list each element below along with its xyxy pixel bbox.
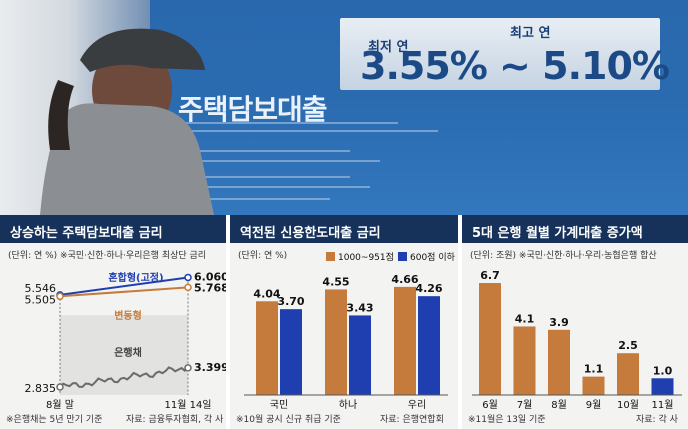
fine-print (150, 160, 380, 162)
series-name-variable: 변동형 (114, 309, 142, 322)
source-note: 자료: 금융투자협회, 각 사 (126, 415, 224, 425)
bar-value-label: 6.7 (480, 269, 500, 282)
source-note: 자료: 은행연합회 (380, 415, 444, 425)
bar (394, 286, 416, 395)
value-label-start: 2.835 (25, 382, 57, 395)
bar-value-label: 4.66 (391, 273, 418, 286)
rate-high-label: 최고 연 (510, 26, 551, 41)
bank-bond-area (60, 315, 188, 395)
x-tick-label: 8월 (551, 399, 567, 411)
mortgage-rate-chart: 5.546 6.060 5.505 5.768 2.835 3.399 혼합형(고정) 변동형… (25, 270, 227, 411)
unit-note: (단위: 연 %) ※국민·신한·하나·우리은행 최상단 금리 (8, 251, 207, 261)
panel-header (230, 215, 458, 243)
news-photo: 최저 연 최고 연 3.55% ~ 5.10% 주택담보대출 (0, 0, 688, 215)
x-tick-label: 11월 (652, 399, 674, 411)
fine-print (150, 186, 370, 188)
bar (617, 353, 639, 395)
footnote: ※11월은 13일 기준 (468, 415, 546, 425)
panel-header (0, 215, 226, 243)
fine-print (178, 130, 438, 132)
household-loan-increase-panel: 5대 은행 월별 가계대출 증가액 (단위: 조원) ※국민·신한·하나·우리·… (462, 215, 688, 429)
x-tick-label: 10월 (617, 399, 639, 411)
legend-swatch (398, 252, 407, 261)
series-point (56, 292, 64, 301)
rate-panel (340, 18, 660, 90)
x-tick-label: 9월 (586, 399, 602, 411)
unit-note: (단위: 조원) ※국민·신한·하나·우리·농협은행 합산 (470, 251, 657, 261)
bar-value-label: 4.1 (515, 312, 535, 325)
source-note: 자료: 각 사 (636, 415, 678, 425)
pedestrian-figure (40, 28, 214, 215)
panel-title: 상승하는 주택담보대출 금리 (10, 226, 163, 241)
legend-swatch (326, 252, 335, 261)
panel-header (462, 215, 688, 243)
fine-print (150, 198, 330, 200)
series-point (184, 283, 192, 292)
bar-value-label: 3.43 (346, 301, 373, 314)
credit-loan-rate-panel: 역전된 신용한도대출 금리 (단위: 연 %) 1000~951점 600점 이하… (230, 215, 458, 429)
series-line (59, 276, 189, 296)
bar (256, 301, 278, 395)
series-point (56, 383, 64, 391)
series-name-fixed: 혼합형(고정) (108, 271, 163, 284)
x-tick-label: 11월 14일 (164, 399, 211, 411)
credit-loan-rate-chart: 1000~951점 600점 이하 4.043.70 국민 4.55 3.43 하나 4.66… (244, 251, 456, 411)
bar (325, 289, 347, 395)
bar-value-label: 2.5 (618, 339, 638, 352)
unit-note: (단위: 연 %) (238, 251, 288, 261)
bar-value-label: 4.55 (322, 275, 349, 288)
bar-value-label: 4.26 (415, 282, 442, 295)
bar (548, 329, 570, 395)
x-tick-label: 하나 (339, 398, 357, 411)
series-line (59, 286, 189, 298)
bar (513, 326, 536, 395)
bar-value-label: 1.1 (584, 363, 604, 376)
value-label-end: 3.399 (194, 361, 226, 374)
bar (280, 309, 302, 395)
x-tick-label: 7월 (517, 399, 533, 411)
household-loan-chart: 6.7 6월 4.1 7월 3.9 8월 1.1 9월 2.5 10월 1.0 11월 (472, 269, 682, 411)
rate-low-label: 최저 연 (368, 40, 409, 55)
bar-value-label: 3.70 (277, 295, 304, 308)
footnote: ※10월 공시 신규 취급 기준 (236, 415, 341, 425)
rate-range-text: 3.55% ~ 5.10% (360, 44, 670, 88)
x-tick-label: 우리 (408, 399, 426, 411)
fine-print (150, 176, 350, 178)
legend-label: 1000~951점 (338, 251, 394, 263)
x-tick-label: 6월 (482, 399, 498, 411)
footnote: ※은행채는 5년 만기 기준 (6, 415, 103, 425)
bar (479, 283, 501, 395)
mortgage-rate-panel: 상승하는 주택담보대출 금리 (단위: 연 %) ※국민·신한·하나·우리은행 … (0, 215, 226, 429)
bar (349, 315, 371, 395)
x-tick-label: 국민 (270, 399, 288, 411)
panel-title: 5대 은행 월별 가계대출 증가액 (472, 226, 643, 241)
series-point (184, 364, 192, 372)
bar (418, 296, 440, 395)
series-name-bank-bond: 은행채 (114, 346, 142, 359)
fine-print (178, 122, 398, 124)
bar-value-label: 3.9 (549, 316, 569, 329)
value-label-end: 5.768 (194, 281, 226, 294)
x-tick-label: 8월 말 (46, 399, 74, 411)
bar-value-label: 4.04 (253, 287, 280, 300)
billboard-title: 주택담보대출 (178, 93, 328, 126)
series-point (184, 273, 192, 282)
fine-print (150, 150, 350, 152)
panel-title: 역전된 신용한도대출 금리 (240, 226, 381, 241)
legend-label: 600점 이하 (410, 251, 456, 263)
value-label-start: 5.505 (25, 293, 57, 306)
series-line-bank-bond (59, 366, 189, 388)
value-label-start: 5.546 (25, 282, 57, 295)
bar-value-label: 1.0 (653, 364, 673, 377)
bar (651, 378, 674, 395)
bar (582, 376, 605, 395)
value-label-end: 6.060 (194, 270, 226, 283)
